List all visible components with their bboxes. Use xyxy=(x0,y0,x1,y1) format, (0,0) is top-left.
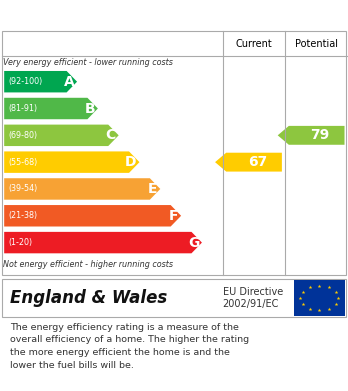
Bar xyxy=(294,280,345,316)
Text: The energy efficiency rating is a measure of the
overall efficiency of a home. T: The energy efficiency rating is a measur… xyxy=(10,323,250,370)
Text: G: G xyxy=(188,236,199,249)
Text: F: F xyxy=(169,209,178,223)
Text: (39-54): (39-54) xyxy=(8,185,38,194)
Text: B: B xyxy=(85,102,95,115)
Text: Energy Efficiency Rating: Energy Efficiency Rating xyxy=(10,7,220,23)
Text: Not energy efficient - higher running costs: Not energy efficient - higher running co… xyxy=(3,260,174,269)
Text: England & Wales: England & Wales xyxy=(10,289,168,307)
Text: C: C xyxy=(106,128,116,142)
Text: (1-20): (1-20) xyxy=(8,238,32,247)
Polygon shape xyxy=(4,125,119,146)
Text: (81-91): (81-91) xyxy=(8,104,38,113)
Polygon shape xyxy=(4,178,160,200)
Polygon shape xyxy=(4,232,202,253)
Text: (55-68): (55-68) xyxy=(8,158,38,167)
Polygon shape xyxy=(4,205,181,226)
Text: (92-100): (92-100) xyxy=(8,77,42,86)
Text: 67: 67 xyxy=(248,155,267,169)
Text: (69-80): (69-80) xyxy=(8,131,38,140)
Polygon shape xyxy=(4,98,98,119)
Polygon shape xyxy=(215,153,282,172)
Text: A: A xyxy=(64,75,74,89)
Text: (21-38): (21-38) xyxy=(8,211,38,220)
Text: Potential: Potential xyxy=(295,39,338,48)
Text: 79: 79 xyxy=(310,128,330,142)
Text: Very energy efficient - lower running costs: Very energy efficient - lower running co… xyxy=(3,57,173,66)
Text: EU Directive
2002/91/EC: EU Directive 2002/91/EC xyxy=(223,287,283,309)
Polygon shape xyxy=(4,71,77,92)
Polygon shape xyxy=(278,126,345,145)
Polygon shape xyxy=(4,151,140,173)
Text: Current: Current xyxy=(236,39,272,48)
Text: E: E xyxy=(148,182,158,196)
Text: D: D xyxy=(125,155,137,169)
